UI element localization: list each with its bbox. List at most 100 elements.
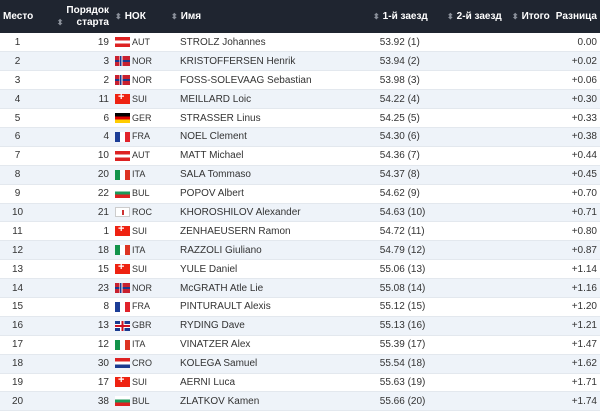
athlete-name[interactable]: STROLZ Johannes bbox=[180, 36, 266, 48]
table-row[interactable]: 7 10 AUT MATT Michael 54.36 (7) +0.44 bbox=[0, 146, 600, 166]
run2-time bbox=[431, 109, 505, 128]
difference: +1.20 bbox=[571, 301, 597, 313]
table-row[interactable]: 5 6 GER STRASSER Linus 54.25 (5) +0.33 bbox=[0, 109, 600, 128]
col-name[interactable]: ⬍ Имя bbox=[171, 11, 202, 22]
athlete-name[interactable]: AERNI Luca bbox=[180, 376, 236, 388]
athlete-name[interactable]: MEILLARD Loic bbox=[180, 93, 252, 105]
sort-icon[interactable]: ⬍ bbox=[446, 12, 454, 21]
col-run1[interactable]: ⬍ 1-й заезд bbox=[372, 11, 428, 22]
table-row[interactable]: 14 23 NOR McGRATH Atle Lie 55.08 (14) +1… bbox=[0, 278, 600, 298]
total-time bbox=[505, 392, 553, 411]
athlete-name[interactable]: KRISTOFFERSEN Henrik bbox=[180, 55, 296, 67]
table-row[interactable]: 3 2 NOR FOSS-SOLEVAAG Sebastian 53.98 (3… bbox=[0, 71, 600, 90]
run2-time bbox=[431, 373, 505, 392]
col-start-order[interactable]: ⬍Порядок старта bbox=[56, 4, 109, 28]
flag-icon bbox=[115, 301, 130, 312]
table-row[interactable]: 18 30 CRO KOLEGA Samuel 55.54 (18) +1.62 bbox=[0, 354, 600, 374]
difference: +1.16 bbox=[571, 282, 597, 294]
table-row[interactable]: 13 15 SUI YULE Daniel 55.06 (13) +1.14 bbox=[0, 260, 600, 279]
flag-icon bbox=[115, 188, 130, 199]
sort-icon[interactable]: ⬍ bbox=[372, 12, 380, 21]
difference: +1.74 bbox=[571, 395, 597, 407]
total-time bbox=[505, 90, 553, 109]
col-noc[interactable]: ⬍ НОК bbox=[115, 11, 146, 22]
run2-time bbox=[431, 146, 505, 165]
total-time bbox=[505, 373, 553, 392]
table-row[interactable]: 12 18 ITA RAZZOLI Giuliano 54.79 (12) +0… bbox=[0, 240, 600, 260]
run1-time: 55.54 (18) bbox=[379, 358, 426, 370]
run1-time: 54.79 (12) bbox=[379, 244, 426, 256]
start-order: 3 bbox=[103, 55, 109, 67]
table-row[interactable]: 1 19 AUT STROLZ Johannes 53.92 (1) 0.00 bbox=[0, 33, 600, 52]
athlete-name[interactable]: MATT Michael bbox=[180, 150, 244, 162]
place: 1 bbox=[14, 36, 21, 48]
athlete-name[interactable]: KHOROSHILOV Alexander bbox=[180, 206, 301, 218]
sort-icon[interactable]: ⬍ bbox=[171, 12, 178, 21]
run2-time bbox=[431, 241, 505, 260]
noc: BUL bbox=[112, 184, 168, 203]
flag-icon bbox=[115, 112, 130, 123]
total-time bbox=[505, 33, 553, 52]
table-row[interactable]: 10 21 ROC KHOROSHILOV Alexander 54.63 (1… bbox=[0, 203, 600, 222]
difference: +1.71 bbox=[571, 376, 597, 388]
athlete-name[interactable]: PINTURAULT Alexis bbox=[180, 301, 271, 313]
place: 11 bbox=[12, 225, 23, 237]
athlete-name[interactable]: STRASSER Linus bbox=[180, 112, 261, 124]
sort-icon[interactable]: ⬍ bbox=[511, 12, 519, 21]
table-row[interactable]: 15 8 FRA PINTURAULT Alexis 55.12 (15) +1… bbox=[0, 297, 600, 317]
flag-icon bbox=[115, 169, 130, 180]
run2-time bbox=[431, 33, 505, 52]
difference: +1.21 bbox=[571, 320, 597, 332]
col-run2[interactable]: ⬍ 2-й заезд bbox=[446, 11, 502, 22]
table-row[interactable]: 8 20 ITA SALA Tommaso 54.37 (8) +0.45 bbox=[0, 165, 600, 185]
total-time bbox=[505, 109, 553, 128]
start-order: 13 bbox=[97, 320, 109, 332]
table-row[interactable]: 11 1 SUI ZENHAEUSERN Ramon 54.72 (11) +0… bbox=[0, 222, 600, 241]
run1-time: 54.72 (11) bbox=[379, 225, 425, 237]
run2-time bbox=[431, 335, 505, 354]
sort-icon[interactable]: ⬍ bbox=[115, 12, 122, 21]
athlete-name[interactable]: RAZZOLI Giuliano bbox=[180, 244, 262, 256]
flag-icon bbox=[115, 91, 130, 104]
difference: +1.47 bbox=[571, 339, 597, 351]
athlete-name[interactable]: FOSS-SOLEVAAG Sebastian bbox=[180, 74, 312, 86]
athlete-name[interactable]: KOLEGA Samuel bbox=[180, 358, 258, 370]
sort-icon[interactable]: ⬍ bbox=[56, 17, 64, 27]
run1-time: 55.12 (15) bbox=[379, 301, 426, 313]
noc-code: GER bbox=[132, 112, 152, 123]
run2-time bbox=[431, 279, 505, 298]
athlete-name[interactable]: NOEL Clement bbox=[180, 131, 247, 143]
table-row[interactable]: 2 3 NOR KRISTOFFERSEN Henrik 53.94 (2) +… bbox=[0, 51, 600, 71]
athlete-name[interactable]: RYDING Dave bbox=[180, 320, 245, 332]
table-row[interactable]: 4 11 SUI MEILLARD Loic 54.22 (4) +0.30 bbox=[0, 89, 600, 109]
run1-time: 54.62 (9) bbox=[379, 188, 420, 200]
total-time bbox=[505, 260, 553, 279]
table-row[interactable]: 20 38 BUL ZLATKOV Kamen 55.66 (20) +1.74 bbox=[0, 391, 600, 411]
difference: +0.87 bbox=[571, 244, 597, 256]
col-place[interactable]: Место bbox=[3, 11, 34, 22]
run1-time: 54.63 (10) bbox=[379, 206, 426, 218]
athlete-name[interactable]: POPOV Albert bbox=[180, 188, 244, 200]
athlete-name[interactable]: ZENHAEUSERN Ramon bbox=[180, 225, 291, 237]
table-row[interactable]: 16 13 GBR RYDING Dave 55.13 (16) +1.21 bbox=[0, 316, 600, 336]
noc-code: NOR bbox=[132, 282, 152, 293]
table-row[interactable]: 17 12 ITA VINATZER Alex 55.39 (17) +1.47 bbox=[0, 335, 600, 355]
place: 3 bbox=[14, 74, 21, 86]
col-total[interactable]: ⬍ Итого bbox=[511, 11, 550, 22]
run2-time bbox=[431, 297, 505, 316]
table-row[interactable]: 6 4 FRA NOEL Clement 54.30 (6) +0.38 bbox=[0, 127, 600, 147]
run1-time: 54.37 (8) bbox=[379, 169, 420, 181]
run1-time: 54.36 (7) bbox=[379, 150, 420, 162]
athlete-name[interactable]: SALA Tommaso bbox=[180, 169, 251, 181]
athlete-name[interactable]: YULE Daniel bbox=[180, 263, 238, 275]
athlete-name[interactable]: McGRATH Atle Lie bbox=[180, 282, 264, 294]
table-row[interactable]: 19 17 SUI AERNI Luca 55.63 (19) +1.71 bbox=[0, 373, 600, 392]
flag-icon bbox=[115, 396, 130, 407]
total-time bbox=[505, 203, 553, 222]
athlete-name[interactable]: VINATZER Alex bbox=[180, 339, 251, 351]
athlete-name[interactable]: ZLATKOV Kamen bbox=[180, 395, 260, 407]
table-row[interactable]: 9 22 BUL POPOV Albert 54.62 (9) +0.70 bbox=[0, 184, 600, 204]
flag-icon bbox=[115, 358, 130, 369]
run1-time: 55.66 (20) bbox=[379, 395, 426, 407]
flag-icon bbox=[115, 56, 130, 67]
